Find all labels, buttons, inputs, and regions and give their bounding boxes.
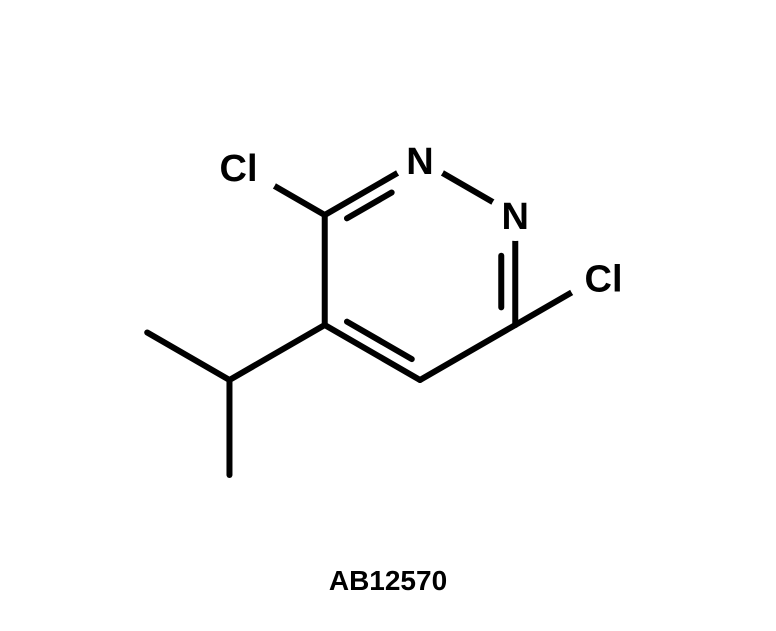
svg-text:N: N — [502, 196, 529, 238]
molecule-diagram: Cl Cl N N AB12570 — [0, 0, 776, 631]
atom-labels-layer: Cl Cl N N — [220, 141, 623, 301]
svg-text:N: N — [406, 141, 433, 183]
figure-container: Cl Cl N N AB12570 — [0, 0, 776, 631]
svg-text:Cl: Cl — [220, 148, 258, 190]
compound-id-label: AB12570 — [329, 565, 447, 596]
svg-text:Cl: Cl — [585, 259, 623, 301]
